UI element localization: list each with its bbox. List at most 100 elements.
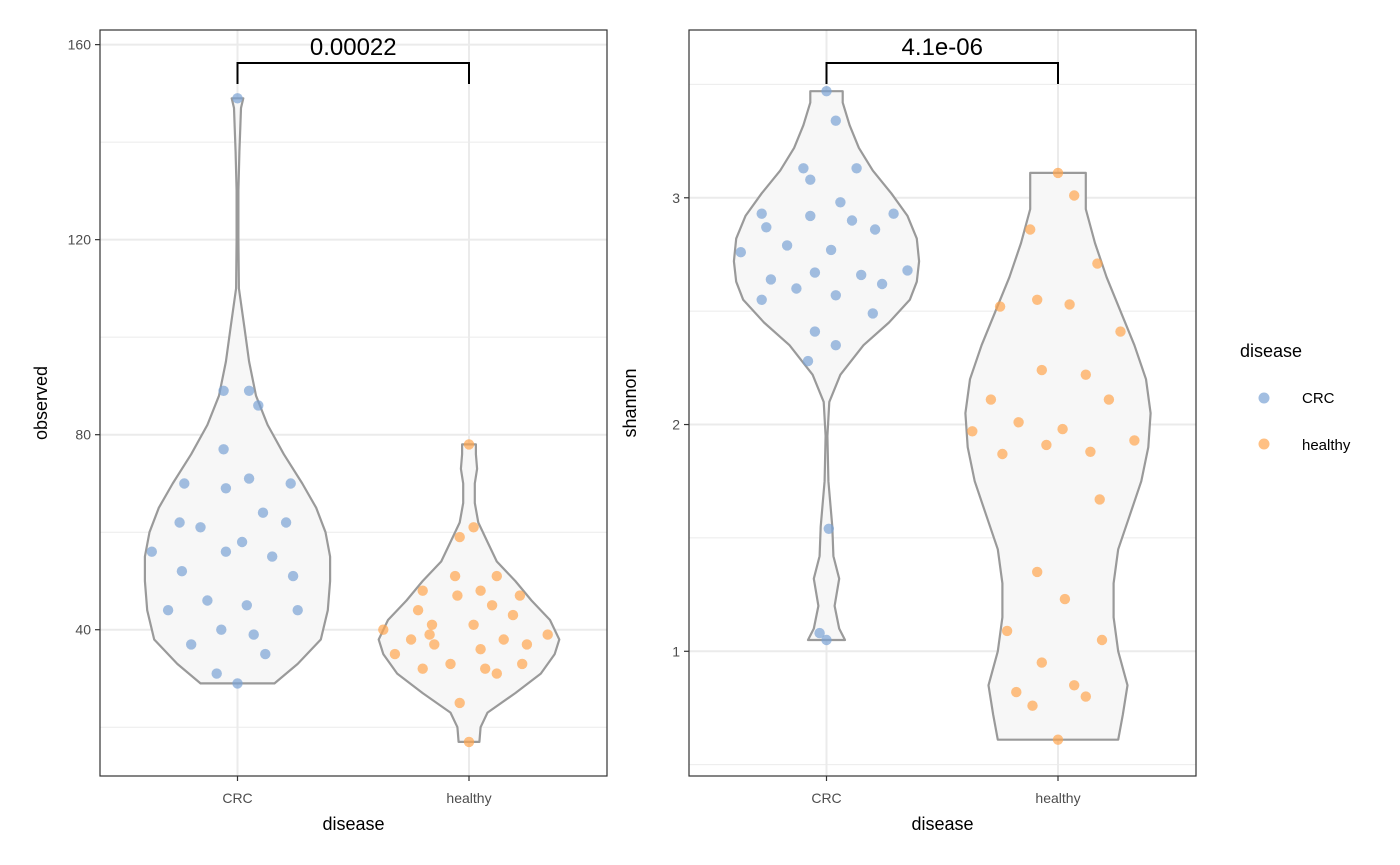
shannon-x-tick-label: healthy [1035, 790, 1080, 806]
shannon-point-crc [802, 355, 814, 367]
shannon-point-healthy [1032, 294, 1043, 305]
observed-y-tick-label: 160 [68, 37, 92, 53]
observed-point-healthy [449, 570, 461, 582]
shannon-point-healthy [1041, 439, 1052, 451]
observed-point-crc [179, 478, 190, 489]
legend: disease CRC healthy [1240, 341, 1351, 454]
observed-point-crc [292, 605, 303, 616]
shannon-point-crc [735, 247, 746, 258]
observed-point-healthy [468, 619, 479, 630]
shannon-point-healthy [1080, 691, 1092, 702]
shannon-point-healthy [1096, 634, 1108, 646]
observed-point-crc [186, 639, 197, 650]
shannon-point-healthy [1027, 700, 1038, 711]
shannon-y-tick-label: 2 [672, 417, 680, 433]
observed-point-healthy [463, 736, 475, 748]
observed-point-healthy [475, 585, 486, 596]
observed-point-crc [248, 629, 259, 640]
shannon-point-healthy [1013, 417, 1024, 428]
observed-point-crc [241, 600, 252, 611]
shannon-point-healthy [1052, 734, 1064, 745]
shannon-point-healthy [1129, 435, 1140, 446]
shannon-point-crc [830, 115, 841, 126]
observed-point-crc [243, 473, 255, 484]
shannon-point-healthy [1064, 299, 1075, 310]
observed-x-tick-label: CRC [222, 790, 252, 806]
shannon-point-crc [798, 163, 809, 174]
observed-point-healthy [429, 639, 440, 650]
shannon-point-crc [756, 208, 767, 219]
legend-label-healthy: healthy [1302, 437, 1351, 454]
shannon-point-crc [781, 240, 793, 251]
observed-violin-crc [143, 97, 332, 685]
observed-point-healthy [498, 634, 509, 645]
observed-point-crc [280, 517, 292, 528]
shannon-point-healthy [1001, 625, 1013, 637]
observed-point-crc [220, 546, 232, 557]
observed-point-healthy [514, 590, 526, 601]
shannon-point-crc [888, 208, 899, 219]
shannon-point-healthy [1057, 423, 1068, 435]
shannon-point-crc [814, 627, 825, 639]
shannon-point-healthy [994, 301, 1006, 312]
observed-point-crc [232, 93, 243, 104]
observed-point-healthy [507, 609, 519, 621]
legend-key-crc [1258, 392, 1270, 404]
observed-point-crc [195, 522, 206, 533]
observed-point-healthy [463, 439, 475, 450]
shannon-point-crc [809, 326, 821, 337]
shannon-x-tick-label: CRC [811, 790, 841, 806]
shannon-point-crc [869, 224, 881, 235]
shannon-point-healthy [1036, 657, 1048, 668]
observed-significance-bracket [236, 62, 470, 84]
shannon-y-tick-label: 3 [672, 190, 680, 206]
observed-point-healthy [542, 629, 553, 640]
observed-point-crc [257, 507, 269, 518]
shannon-point-healthy [1052, 167, 1064, 179]
shannon-point-crc [856, 269, 867, 281]
observed-point-healthy [454, 697, 465, 709]
observed-point-healthy [445, 658, 456, 670]
shannon-point-crc [821, 634, 832, 646]
shannon-point-crc [761, 222, 772, 233]
shannon-violin-healthy [964, 171, 1152, 741]
observed-point-crc [253, 400, 264, 411]
shannon-point-crc [809, 267, 821, 278]
shannon-point-healthy [1115, 326, 1126, 337]
observed-point-crc [243, 385, 255, 396]
shannon-point-crc [805, 210, 816, 222]
shannon-point-healthy [1011, 686, 1022, 698]
observed-point-healthy [480, 663, 491, 674]
observed-point-crc [162, 605, 174, 616]
shannon-point-crc [765, 274, 777, 285]
observed-point-crc [287, 570, 299, 582]
observed-point-healthy [378, 624, 389, 635]
shannon-point-crc [830, 290, 841, 301]
shannon-point-crc [830, 340, 841, 351]
observed-point-crc [218, 385, 229, 396]
observed-point-crc [232, 678, 243, 689]
observed-panel: 40 80 120 160 CRC healthy disease observed 0.000… [31, 29, 608, 834]
observed-point-healthy [417, 585, 428, 596]
observed-point-healthy [468, 522, 479, 533]
observed-y-axis-title: observed [31, 366, 51, 440]
shannon-point-healthy [1085, 446, 1096, 457]
shannon-point-crc [846, 215, 858, 226]
shannon-point-healthy [1025, 224, 1036, 235]
shannon-point-healthy [967, 426, 978, 437]
observed-point-healthy [517, 658, 528, 670]
shannon-y-axis-title: shannon [620, 368, 640, 437]
shannon-y-tick-label: 1 [672, 643, 680, 659]
observed-y-tick-label: 120 [68, 232, 92, 248]
shannon-point-healthy [1080, 369, 1092, 380]
shannon-panel-border [688, 29, 1197, 777]
shannon-p-value-label: 4.1e-06 [902, 34, 983, 61]
observed-point-healthy [475, 644, 486, 655]
observed-point-crc [211, 668, 222, 679]
legend-key-healthy [1258, 438, 1270, 450]
observed-point-crc [267, 551, 278, 562]
shannon-point-crc [791, 283, 802, 294]
shannon-point-healthy [1059, 593, 1071, 605]
observed-point-crc [146, 546, 157, 557]
